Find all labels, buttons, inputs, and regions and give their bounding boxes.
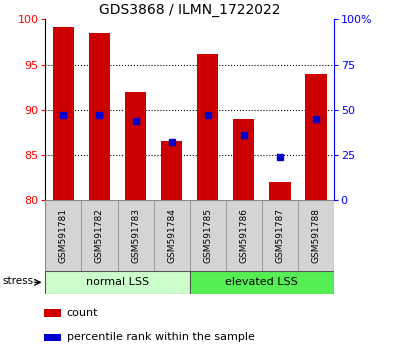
Bar [190,271,334,294]
Text: GSM591788: GSM591788 [311,208,320,263]
Bar [53,27,74,200]
Bar [154,200,190,271]
Bar [45,200,81,271]
Text: percentile rank within the sample: percentile rank within the sample [67,332,255,342]
Text: count: count [67,308,98,318]
Bar [190,200,226,271]
Title: GDS3868 / ILMN_1722022: GDS3868 / ILMN_1722022 [99,3,280,17]
Text: elevated LSS: elevated LSS [225,277,298,287]
Bar [269,182,290,200]
Text: GSM591783: GSM591783 [131,208,140,263]
Bar [81,200,118,271]
Bar [161,141,182,200]
Bar [44,333,61,341]
Text: GSM591784: GSM591784 [167,208,176,263]
Bar [233,119,254,200]
Bar [298,200,334,271]
Bar [118,200,154,271]
Bar [125,92,146,200]
Text: stress: stress [2,276,34,286]
Text: GSM591781: GSM591781 [59,208,68,263]
Bar [197,54,218,200]
Bar [305,74,327,200]
Bar [226,200,261,271]
Bar [89,33,110,200]
Bar [44,309,61,317]
Bar [261,200,298,271]
Bar [45,271,190,294]
Text: GSM591786: GSM591786 [239,208,248,263]
Text: GSM591782: GSM591782 [95,208,104,263]
Text: GSM591787: GSM591787 [275,208,284,263]
Text: GSM591785: GSM591785 [203,208,212,263]
Text: normal LSS: normal LSS [86,277,149,287]
